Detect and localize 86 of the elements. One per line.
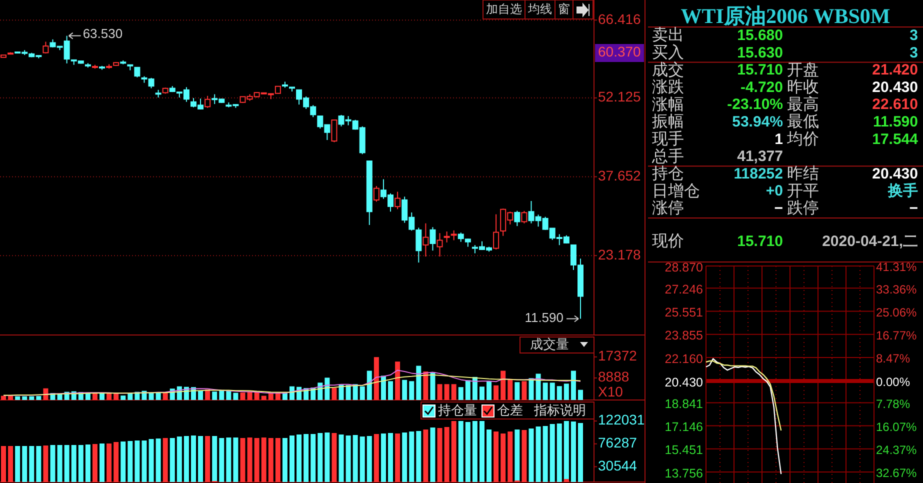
text: 53.94% — [732, 113, 783, 130]
text: 2020-04-21,二 — [822, 232, 918, 250]
y-tick-label: 28.870 — [664, 260, 704, 274]
text: 持仓 — [652, 164, 684, 183]
text: 涨幅 — [652, 95, 684, 114]
text: − — [909, 200, 918, 217]
text: -4.720 — [740, 78, 783, 96]
y-axis-title: X10 — [598, 384, 624, 400]
y-tick-label: 8888 — [598, 368, 630, 385]
text: 20.430 — [872, 78, 918, 96]
text: 118252 — [734, 165, 783, 182]
y2-tick-label: 8.47% — [876, 352, 910, 366]
chart-title: 成交量 — [530, 336, 569, 352]
text: 开盘 — [787, 62, 819, 79]
text: -23.10% — [727, 96, 783, 114]
text: +0 — [766, 182, 783, 200]
line-series — [705, 360, 782, 432]
text: 15.710 — [737, 232, 783, 250]
text: 开平 — [787, 182, 819, 200]
y2-tick-label: 16.77% — [876, 328, 918, 343]
y-tick-label: 15.451 — [664, 443, 704, 458]
y-tick-label: 122031 — [598, 412, 645, 428]
text: 现手 — [652, 130, 684, 148]
y-tick-label: 27.246 — [664, 282, 704, 296]
text: 换手 — [887, 182, 918, 200]
text: WTI原油2006 WBS0M — [680, 4, 890, 28]
y-tick-label: 30544 — [598, 457, 638, 474]
y2-tick-label: 0.00% — [876, 375, 910, 390]
text: 22.610 — [872, 96, 918, 114]
y-tick-label: 13.756 — [664, 466, 704, 480]
y2-tick-label: 41.31% — [876, 260, 918, 274]
text: 3 — [910, 44, 918, 62]
y-tick-label: 25.551 — [664, 306, 704, 320]
annotation: 窗 — [558, 2, 570, 16]
text: 涨跌 — [652, 78, 684, 96]
line-series — [705, 358, 782, 475]
text: 21.420 — [872, 62, 918, 79]
text: 15.710 — [737, 62, 783, 79]
y-tick-label: 37.652 — [598, 167, 642, 184]
y-tick-label: 52.125 — [598, 88, 642, 105]
y2-tick-label: 32.67% — [876, 466, 918, 480]
y-tick-label: 17.146 — [664, 420, 704, 434]
text: 买入 — [652, 44, 684, 62]
y-tick-label: 20.430 — [664, 375, 704, 390]
y2-tick-label: 16.07% — [876, 420, 918, 434]
y2-tick-label: 25.06% — [876, 305, 918, 320]
text: 现价 — [652, 233, 684, 250]
annotation: 指标说明 — [533, 402, 586, 418]
text: 15.630 — [737, 44, 783, 62]
legend-label: 仓差 — [497, 402, 523, 418]
text: 昨收 — [787, 79, 819, 96]
annotation: 加自选 — [486, 2, 522, 16]
text: 最低 — [787, 114, 819, 131]
text: 最高 — [787, 95, 819, 114]
y-tick-label: 18.841 — [664, 397, 704, 411]
y2-tick-label: 7.78% — [876, 396, 910, 411]
text: 41,377 — [737, 148, 783, 166]
text: 涨停 — [652, 199, 684, 218]
text: 振幅 — [652, 114, 684, 131]
text: 昨结 — [787, 164, 819, 183]
y-tick-label: 22.160 — [664, 352, 704, 366]
y-tick-label: 17372 — [598, 348, 638, 364]
y-tick-label: 23.178 — [598, 246, 642, 262]
text: 11.590 — [872, 113, 918, 130]
y2-tick-label: 33.36% — [876, 282, 918, 296]
annotation: 均线 — [527, 2, 552, 16]
text: 1 — [774, 130, 783, 148]
text: 3 — [910, 26, 918, 44]
text: 日增仓 — [652, 182, 700, 200]
y-tick-label: 23.855 — [664, 328, 704, 343]
text: 总手 — [651, 147, 684, 166]
y2-tick-label: 24.37% — [876, 443, 918, 458]
text: 15.680 — [737, 26, 783, 44]
annotation: 11.590 — [524, 310, 564, 326]
text: 卖出 — [652, 26, 684, 44]
text: 17.544 — [872, 130, 919, 148]
y-tick-label: 76287 — [598, 434, 638, 451]
text: 均价 — [786, 131, 819, 148]
text: − — [774, 200, 784, 217]
legend-label: 持仓量 — [438, 402, 477, 418]
text: 20.430 — [872, 165, 918, 182]
text: 成交 — [652, 60, 684, 79]
text: 60.370 — [598, 44, 642, 60]
annotation: 63.530 — [82, 26, 123, 42]
y-tick-label: 66.416 — [598, 10, 642, 27]
text: 跌停 — [787, 200, 819, 218]
